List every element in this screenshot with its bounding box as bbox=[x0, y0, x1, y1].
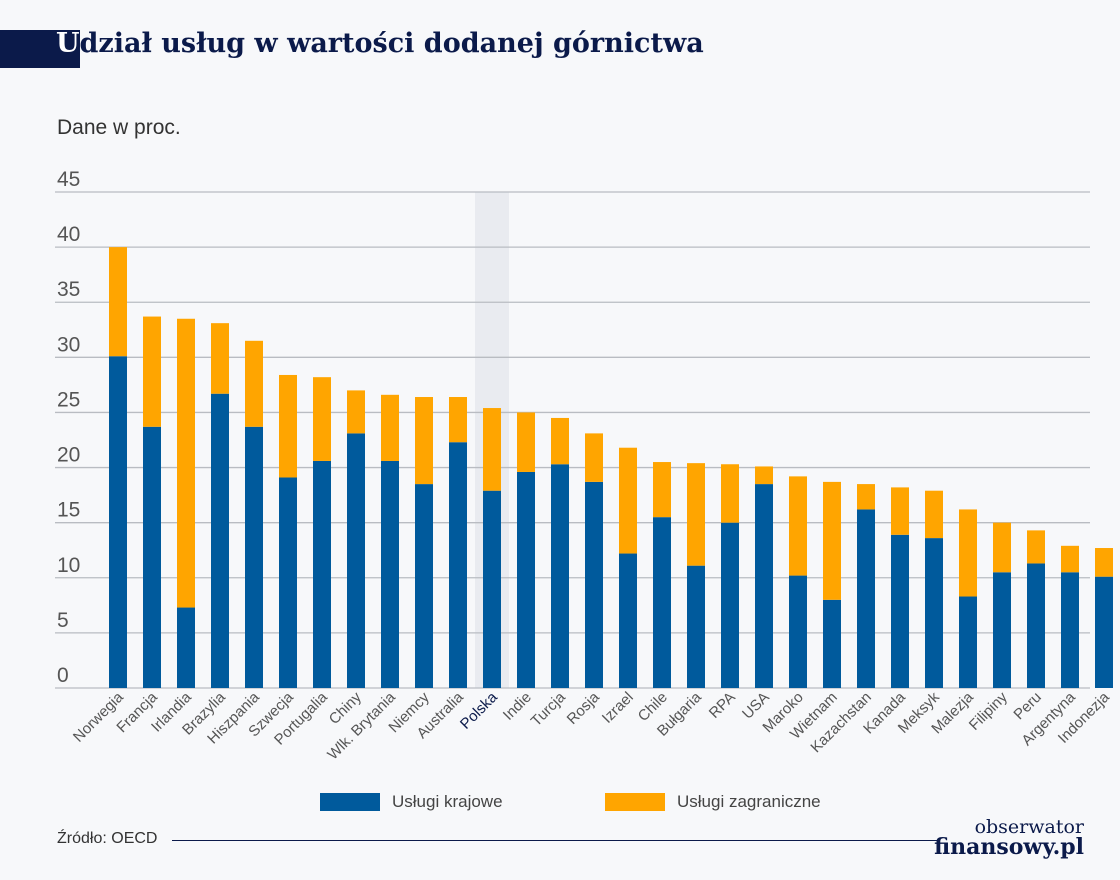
bar-domestic bbox=[211, 393, 229, 688]
bar-domestic bbox=[653, 517, 671, 688]
bar-foreign bbox=[143, 316, 161, 427]
bar-foreign bbox=[211, 323, 229, 394]
bar-domestic bbox=[449, 442, 467, 688]
x-tick-label: Polska bbox=[457, 688, 501, 732]
bar-foreign bbox=[381, 394, 399, 461]
bar-foreign bbox=[551, 417, 569, 465]
bar-foreign bbox=[993, 522, 1011, 573]
bar-domestic bbox=[1027, 563, 1045, 688]
bar-domestic bbox=[755, 484, 773, 688]
y-tick-label: 35 bbox=[57, 278, 80, 301]
bar-foreign bbox=[857, 484, 875, 510]
bar-foreign bbox=[109, 247, 127, 357]
bar-foreign bbox=[755, 466, 773, 485]
bar-foreign bbox=[347, 390, 365, 434]
title-accent-bar bbox=[0, 30, 80, 68]
bar-foreign bbox=[653, 462, 671, 518]
bar-foreign bbox=[245, 340, 263, 427]
bar-domestic bbox=[721, 522, 739, 688]
bar-foreign bbox=[789, 476, 807, 576]
x-tick-label: Turcja bbox=[528, 688, 570, 730]
bar-foreign bbox=[1095, 548, 1113, 577]
bar-foreign bbox=[959, 509, 977, 597]
bar-foreign bbox=[1027, 530, 1045, 564]
bar-domestic bbox=[415, 484, 433, 688]
x-tick-label: Izrael bbox=[599, 689, 637, 727]
bar-domestic bbox=[585, 481, 603, 688]
bar-domestic bbox=[823, 599, 841, 688]
y-tick-label: 30 bbox=[57, 333, 80, 356]
bar-domestic bbox=[483, 490, 501, 688]
legend-swatch-domestic bbox=[320, 793, 380, 811]
bar-foreign bbox=[517, 412, 535, 472]
x-tick-label: Rosja bbox=[564, 688, 604, 728]
bar-foreign bbox=[449, 397, 467, 443]
bar-domestic bbox=[109, 356, 127, 688]
bar-domestic bbox=[619, 553, 637, 688]
bar-domestic bbox=[245, 426, 263, 688]
y-tick-label: 0 bbox=[57, 664, 69, 687]
bar-foreign bbox=[823, 481, 841, 600]
x-tick-label: RPA bbox=[706, 689, 739, 722]
bar-foreign bbox=[415, 397, 433, 485]
bar-domestic bbox=[177, 607, 195, 688]
bar-domestic bbox=[789, 575, 807, 688]
bar-domestic bbox=[891, 534, 909, 688]
bar-domestic bbox=[279, 477, 297, 688]
bar-foreign bbox=[585, 433, 603, 482]
bar-domestic bbox=[517, 471, 535, 688]
bar-foreign bbox=[279, 374, 297, 478]
bar-domestic bbox=[347, 433, 365, 688]
bar-domestic bbox=[1061, 572, 1079, 688]
bar-domestic bbox=[857, 509, 875, 688]
bar-domestic bbox=[993, 572, 1011, 688]
source-note: Źródło: OECD bbox=[57, 830, 158, 847]
legend-swatch-foreign bbox=[605, 793, 665, 811]
x-tick-label: Norwegia bbox=[70, 688, 127, 745]
bar-foreign bbox=[721, 464, 739, 523]
y-tick-label: 45 bbox=[57, 168, 80, 191]
bar-foreign bbox=[177, 318, 195, 608]
y-tick-label: 5 bbox=[57, 609, 69, 632]
bar-domestic bbox=[1095, 576, 1113, 688]
x-tick-label: Filipiny bbox=[966, 688, 1011, 733]
bar-foreign bbox=[891, 487, 909, 535]
y-tick-label: 40 bbox=[57, 223, 80, 246]
bar-foreign bbox=[619, 447, 637, 554]
bar-foreign bbox=[313, 377, 331, 461]
bar-domestic bbox=[959, 596, 977, 688]
bar-domestic bbox=[381, 460, 399, 688]
y-tick-label: 25 bbox=[57, 388, 80, 411]
y-tick-label: 15 bbox=[57, 499, 80, 522]
y-tick-label: 20 bbox=[57, 444, 80, 467]
legend-item-domestic: Usługi krajowe bbox=[320, 792, 503, 812]
logo: obserwator finansowy.pl bbox=[934, 816, 1084, 860]
bar-foreign bbox=[925, 490, 943, 539]
bar-domestic bbox=[551, 464, 569, 688]
bar-domestic bbox=[925, 538, 943, 688]
divider bbox=[172, 840, 940, 841]
bar-domestic bbox=[143, 426, 161, 688]
y-tick-label: 10 bbox=[57, 554, 80, 577]
bar-foreign bbox=[1061, 545, 1079, 573]
chart-title: Udział usług w wartości dodanej górnictw… bbox=[56, 28, 704, 59]
bar-domestic bbox=[313, 460, 331, 688]
legend-item-foreign: Usługi zagraniczne bbox=[605, 792, 821, 812]
bar-foreign bbox=[687, 463, 705, 566]
unit-label: Dane w proc. bbox=[57, 116, 181, 139]
bar-domestic bbox=[687, 565, 705, 688]
bar-foreign bbox=[483, 408, 501, 491]
